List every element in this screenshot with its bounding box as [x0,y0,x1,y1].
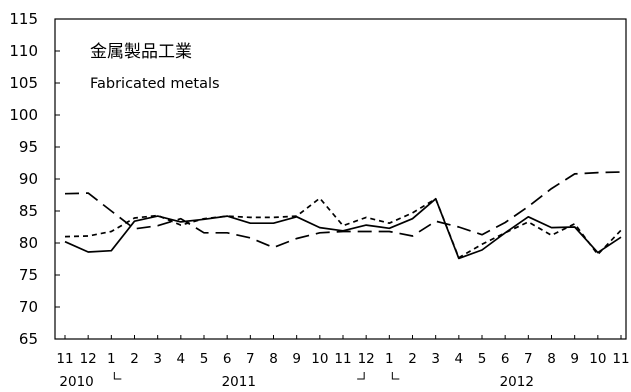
x-tick-label: 3 [153,351,162,367]
x-tick-label: 12 [358,351,375,367]
x-tick-label: 1 [385,351,394,367]
x-tick-label: 4 [177,351,186,367]
y-tick-label: 70 [19,298,38,316]
x-tick-label: 4 [455,351,464,367]
x-tick-label: 12 [80,351,97,367]
x-tick-label: 6 [501,351,510,367]
x-tick-label: 11 [612,351,629,367]
year-bracket-end [357,372,365,380]
x-tick-label: 1 [107,351,116,367]
year-bracket-start [113,372,122,380]
x-tick-label: 10 [589,351,606,367]
x-tick-label: 11 [56,351,73,367]
y-tick-label: 110 [9,42,38,60]
x-tick-label: 2 [130,351,139,367]
y-tick-label: 90 [19,170,38,188]
y-tick-label: 85 [19,202,38,220]
x-tick-label: 5 [478,351,487,367]
y-tick-label: 75 [19,266,38,284]
year-label: 2011 [222,374,256,390]
plot-area [54,18,627,340]
series-group [64,171,622,260]
x-tick-label: 9 [292,351,301,367]
y-axis: 115 110 105 100 95 90 85 80 75 70 65 [9,10,60,348]
chart-title: 金属製品工業 [90,42,192,62]
x-tick-label: 2 [408,351,417,367]
y-tick-label: 100 [9,106,38,124]
x-tick-label: 8 [547,351,556,367]
year-bracket-start [391,372,400,380]
y-tick-label: 115 [9,10,38,28]
x-tick-label: 11 [334,351,351,367]
x-tick-label: 7 [246,351,255,367]
x-tick-label: 9 [570,351,579,367]
x-tick-label: 6 [223,351,232,367]
series-line-long-dash [64,171,622,249]
y-tick-label: 80 [19,234,38,252]
year-label: 2010 [59,374,93,390]
x-tick-label: 10 [311,351,328,367]
y-tick-label: 65 [19,330,38,348]
chart-subtitle: Fabricated metals [90,76,220,92]
x-tick-label: 8 [269,351,278,367]
year-label: 2012 [500,374,534,390]
y-tick-label: 105 [9,74,38,92]
y-tick-label: 95 [19,138,38,156]
x-tick-label: 7 [524,351,533,367]
x-tick-label: 3 [431,351,440,367]
x-tick-label: 5 [200,351,209,367]
